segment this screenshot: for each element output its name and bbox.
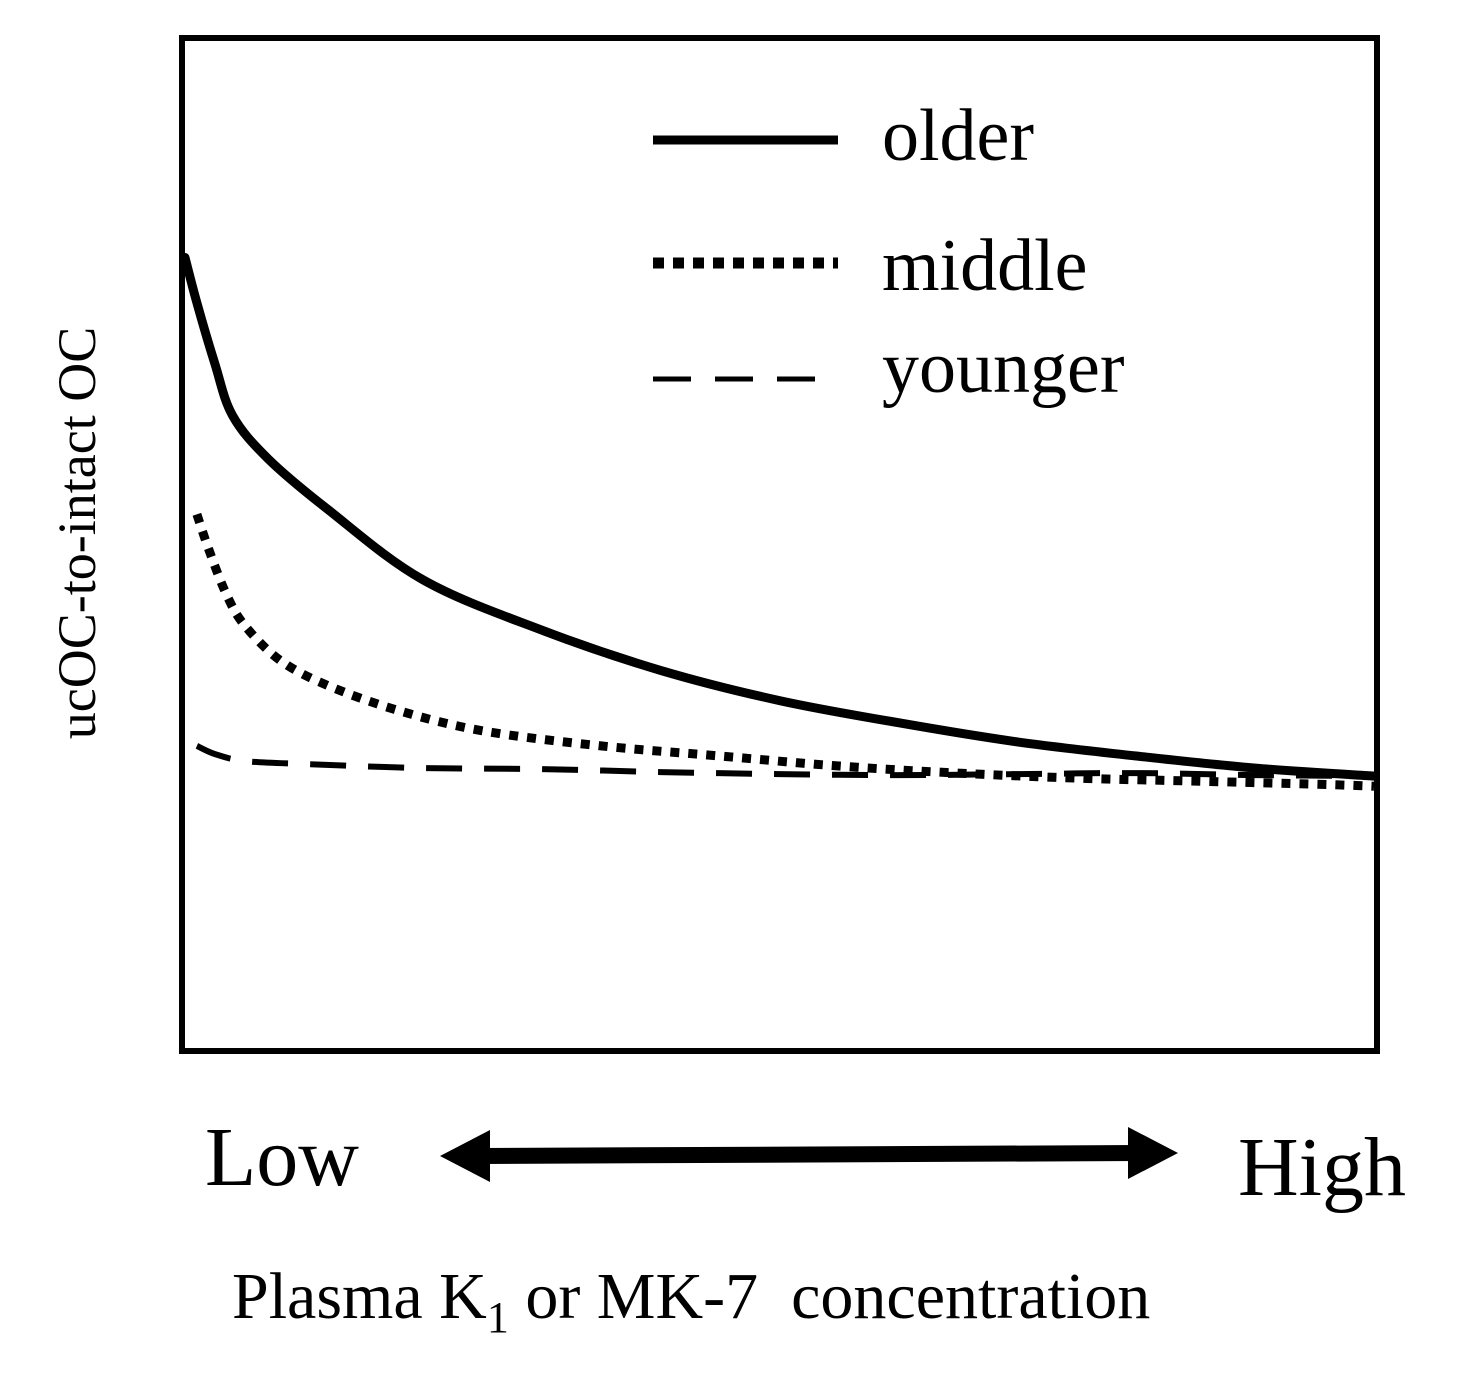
x-axis-low-label: Low <box>205 1111 359 1204</box>
series-older-line <box>180 253 1379 781</box>
x-axis-label-subscript: 1 <box>487 1293 509 1342</box>
legend-label-middle: middle <box>882 225 1088 307</box>
x-axis-label: Plasma K1 or MK-7 concentration <box>232 1260 1150 1342</box>
legend-label-older: older <box>882 95 1034 177</box>
legend-label-younger: younger <box>882 327 1125 409</box>
legend: older middle younger <box>653 95 1125 409</box>
x-axis-direction-arrow <box>440 1127 1178 1182</box>
series-group <box>180 253 1379 791</box>
x-axis-label-prefix: Plasma K <box>232 1260 487 1333</box>
plot-frame <box>179 35 1380 1054</box>
arrowhead-left <box>440 1130 490 1182</box>
x-axis-high-label: High <box>1238 1121 1406 1214</box>
y-axis-label: ucOC-to-intact OC <box>47 327 107 739</box>
series-younger-line <box>195 743 1375 780</box>
arrowhead-right <box>1128 1127 1178 1179</box>
x-axis-label-suffix: or MK-7 concentration <box>509 1260 1150 1333</box>
series-middle-line <box>192 512 1375 791</box>
